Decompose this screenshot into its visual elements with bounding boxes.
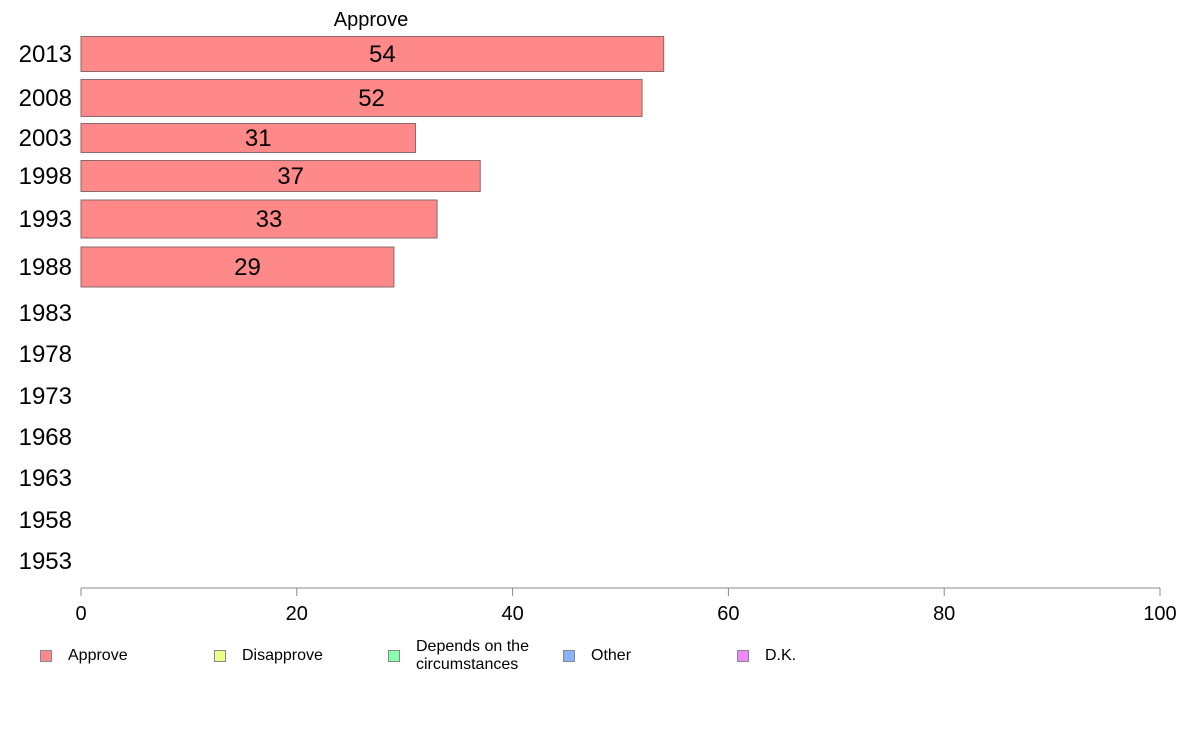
y-tick-label-1973: 1973 bbox=[19, 383, 72, 410]
legend-swatch-dk bbox=[737, 650, 749, 662]
x-tick-label-0: 0 bbox=[75, 603, 86, 625]
y-axis-labels: 2013 2008 2003 1998 1993 1988 1983 1978 1973 1968… bbox=[19, 41, 72, 575]
legend-item-dk: D.K. bbox=[737, 638, 796, 665]
y-tick-label-1958: 1958 bbox=[19, 507, 72, 534]
y-tick-label-1963: 1963 bbox=[19, 465, 72, 492]
legend-swatch-other bbox=[563, 650, 575, 662]
bar-value-label-1993: 33 bbox=[256, 206, 283, 233]
y-tick-label-2008: 2008 bbox=[19, 85, 72, 112]
legend-label-other: Other bbox=[591, 647, 632, 664]
x-tick-label-20: 20 bbox=[286, 603, 308, 625]
bar-value-label-1988: 29 bbox=[234, 254, 261, 281]
legend-swatch-depends bbox=[388, 650, 400, 662]
legend-item-depends: Depends on the circumstances bbox=[388, 638, 556, 674]
y-tick-label-2013: 2013 bbox=[19, 41, 72, 68]
bar-1993 bbox=[80, 199, 438, 239]
x-tick-label-40: 40 bbox=[501, 603, 523, 625]
bar-2008 bbox=[80, 79, 643, 117]
bar-1988 bbox=[80, 246, 395, 288]
legend-swatch-approve bbox=[40, 650, 52, 662]
x-axis: 0 20 40 60 80 100 bbox=[75, 587, 1177, 625]
y-tick-label-1953: 1953 bbox=[19, 548, 72, 575]
chart-title: Approve bbox=[334, 9, 409, 31]
y-tick-label-1998: 1998 bbox=[19, 163, 72, 190]
bar-value-label-1998: 37 bbox=[277, 163, 304, 190]
y-tick-label-1988: 1988 bbox=[19, 254, 72, 281]
legend-label-approve: Approve bbox=[68, 647, 128, 664]
y-tick-label-1968: 1968 bbox=[19, 424, 72, 451]
y-tick-label-1983: 1983 bbox=[19, 300, 72, 327]
y-tick-label-1993: 1993 bbox=[19, 206, 72, 233]
bar-value-label-2008: 52 bbox=[358, 85, 385, 112]
bar-1998 bbox=[80, 160, 481, 192]
legend-item-disapprove: Disapprove bbox=[214, 638, 323, 665]
bar-value-label-2003: 31 bbox=[245, 125, 272, 152]
legend-label-depends: Depends on the circumstances bbox=[416, 638, 529, 673]
x-tick-label-100: 100 bbox=[1143, 603, 1176, 625]
bar-2003 bbox=[80, 123, 416, 153]
legend-label-disapprove: Disapprove bbox=[242, 647, 323, 664]
y-tick-label-2003: 2003 bbox=[19, 125, 72, 152]
legend-label-dk: D.K. bbox=[765, 647, 797, 664]
legend: Approve Disapprove Depends on the circum… bbox=[40, 638, 1140, 686]
bar-2013 bbox=[80, 36, 665, 72]
legend-item-approve: Approve bbox=[40, 638, 128, 665]
y-tick-label-1978: 1978 bbox=[19, 341, 72, 368]
legend-swatch-disapprove bbox=[214, 650, 226, 662]
x-tick-label-60: 60 bbox=[717, 603, 739, 625]
legend-item-other: Other bbox=[563, 638, 631, 665]
bar-value-label-2013: 54 bbox=[369, 41, 396, 68]
x-tick-label-80: 80 bbox=[933, 603, 955, 625]
